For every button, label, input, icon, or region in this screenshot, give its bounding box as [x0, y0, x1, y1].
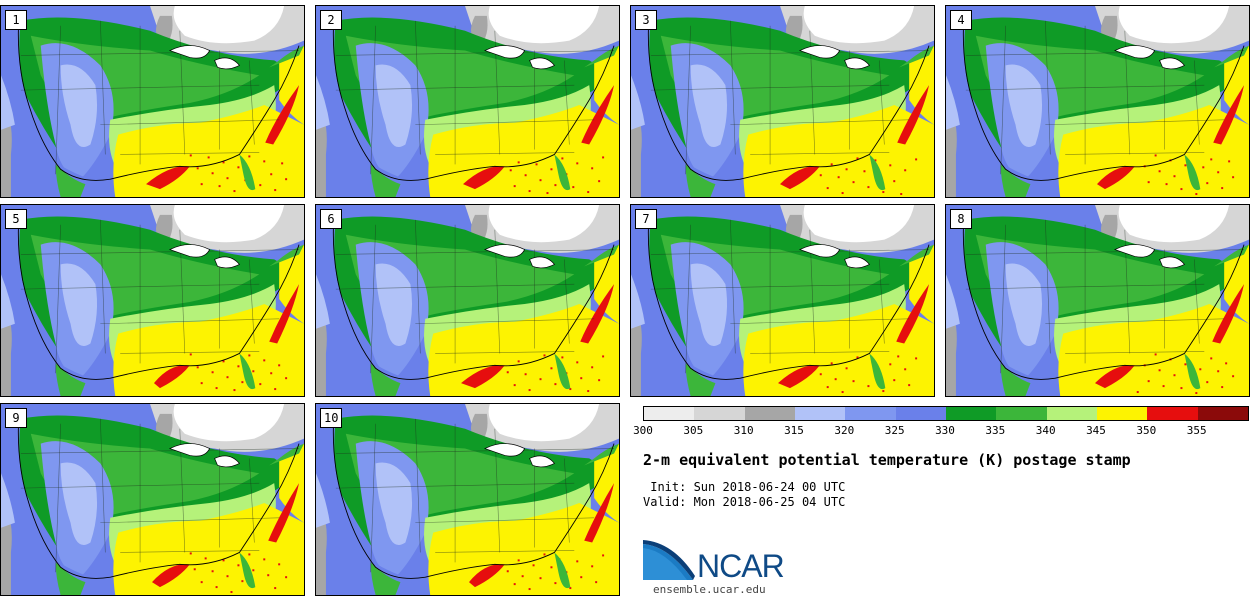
- colorbar-segment: [794, 407, 846, 420]
- postage-stamp-3: 3: [630, 5, 935, 198]
- member-label: 7: [635, 209, 657, 229]
- member-label: 3: [635, 10, 657, 30]
- member-label: 4: [950, 10, 972, 30]
- member-label: 10: [320, 408, 343, 428]
- colorbar-tick-label: 345: [1086, 424, 1106, 437]
- colorbar-tick-label: 325: [884, 424, 905, 437]
- colorbar-segment: [945, 407, 997, 420]
- colorbar-tick-label: 300: [633, 424, 653, 437]
- member-label: 1: [5, 10, 27, 30]
- postage-stamp-10: 10: [315, 403, 620, 596]
- ncar-wordmark: NCAR: [697, 548, 785, 584]
- colorbar-segment: [1147, 407, 1198, 420]
- colorbar: [643, 406, 1249, 421]
- member-label: 8: [950, 209, 972, 229]
- theta-e-map: [316, 6, 619, 197]
- postage-stamp-9: 9: [0, 403, 305, 596]
- postage-stamp-4: 4: [945, 5, 1250, 198]
- ncar-logo-icon: [643, 540, 695, 580]
- postage-stamp-6: 6: [315, 204, 620, 397]
- colorbar-tick-label: 340: [1035, 424, 1056, 437]
- postage-stamp-1: 1: [0, 5, 305, 198]
- theta-e-map: [316, 205, 619, 396]
- member-label: 6: [320, 209, 342, 229]
- colorbar-tick-label: 320: [834, 424, 855, 437]
- valid-time: Valid: Mon 2018-06-25 04 UTC: [643, 495, 846, 509]
- colorbar-segment: [996, 407, 1047, 420]
- colorbar-tick-label: 355: [1186, 424, 1207, 437]
- colorbar-tick-label: 335: [985, 424, 1006, 437]
- colorbar-segment: [845, 407, 896, 420]
- postage-stamp-8: 8: [945, 204, 1250, 397]
- init-time: Init: Sun 2018-06-24 00 UTC: [643, 480, 846, 494]
- colorbar-segment: [895, 407, 946, 420]
- colorbar-segment: [694, 407, 745, 420]
- theta-e-map: [631, 6, 934, 197]
- theta-e-map: [946, 6, 1249, 197]
- colorbar-segment: [644, 407, 695, 420]
- member-label: 9: [5, 408, 27, 428]
- colorbar-tick-label: 330: [935, 424, 955, 437]
- colorbar-segment: [1046, 407, 1097, 420]
- theta-e-map: [1, 6, 304, 197]
- plot-title: 2-m equivalent potential temperature (K)…: [643, 451, 1131, 469]
- colorbar-tick-label: 310: [733, 424, 754, 437]
- theta-e-map: [316, 404, 619, 595]
- member-label: 2: [320, 10, 342, 30]
- site-url[interactable]: ensemble.ucar.edu: [653, 583, 766, 596]
- theta-e-map: [631, 205, 934, 396]
- theta-e-map: [1, 205, 304, 396]
- colorbar-segment: [1096, 407, 1148, 420]
- postage-stamp-7: 7: [630, 204, 935, 397]
- theta-e-map: [1, 404, 304, 595]
- colorbar-tick-label: 305: [683, 424, 704, 437]
- theta-e-map: [946, 205, 1249, 396]
- postage-stamp-5: 5: [0, 204, 305, 397]
- colorbar-tick-label: 315: [784, 424, 804, 437]
- colorbar-tick-label: 350: [1136, 424, 1157, 437]
- postage-stamp-2: 2: [315, 5, 620, 198]
- colorbar-segment: [1197, 407, 1248, 420]
- member-label: 5: [5, 209, 27, 229]
- colorbar-segment: [744, 407, 795, 420]
